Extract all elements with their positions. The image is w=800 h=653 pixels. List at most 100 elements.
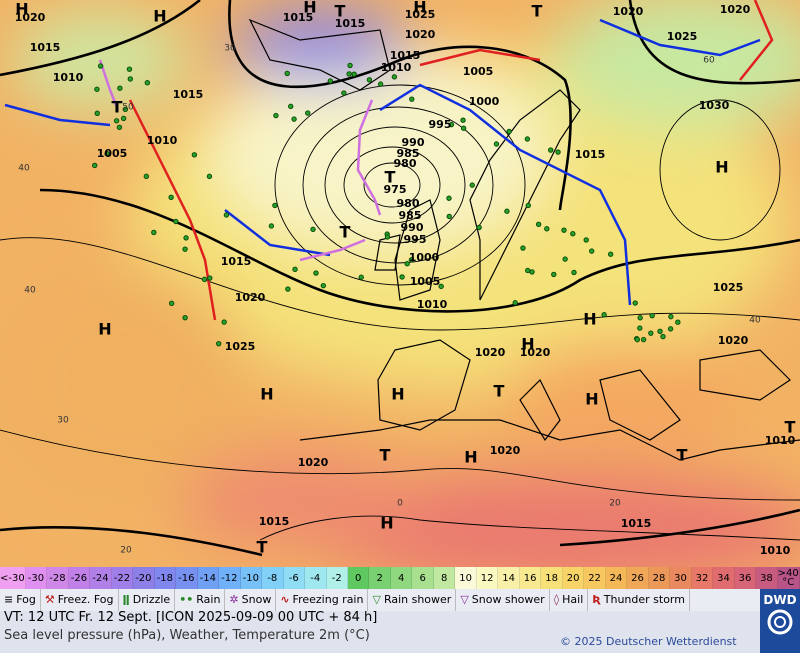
pressure-label: 1010	[381, 61, 412, 74]
pressure-center: H	[585, 390, 598, 409]
pressure-label: 1020	[235, 291, 266, 304]
scale-cell: 12	[476, 567, 499, 589]
pressure-label: 1020	[298, 456, 329, 469]
pressure-center: H	[380, 514, 393, 533]
pressure-center: H	[413, 0, 426, 17]
weather-label: Freezing rain	[292, 593, 364, 606]
scale-cell: -30	[25, 567, 48, 589]
logo-text: DWD	[763, 593, 797, 607]
scale-cell: 14	[498, 567, 520, 589]
scale-cell: 6	[412, 567, 434, 589]
pressure-label: 1015	[575, 148, 606, 161]
weather-legend-item: ∿ Freezing rain	[276, 589, 369, 611]
weather-label: Freez. Fog	[57, 593, 114, 606]
rain-symbol	[637, 315, 643, 321]
scale-cell: 34	[713, 567, 735, 589]
scale-cell: -12	[219, 567, 241, 589]
rain-symbol	[476, 224, 482, 231]
pressure-label: 1030	[699, 99, 730, 112]
rain-symbol	[547, 147, 554, 153]
rain-symbol	[446, 213, 452, 220]
rain-symbol	[341, 90, 347, 96]
rain-symbol	[182, 246, 188, 252]
rain-symbol	[347, 62, 353, 69]
weather-label: Snow	[241, 593, 272, 606]
pressure-center: H	[715, 158, 728, 177]
weather-legend-item: ✲ Snow	[225, 589, 277, 611]
scale-cell: -2	[326, 567, 348, 589]
pressure-center: T	[380, 446, 391, 465]
weather-legend-item: ǁ Drizzle	[119, 589, 176, 611]
rain-symbol	[675, 319, 681, 325]
rain-symbol	[268, 223, 275, 229]
rain-symbol	[391, 74, 398, 80]
copyright: © 2025 Deutscher Wetterdienst	[560, 635, 737, 648]
pressure-label: 1020	[720, 3, 751, 16]
weather-icon: ▽	[460, 593, 469, 606]
graticule-label: 20	[120, 546, 132, 556]
graticule-label: 20	[609, 499, 621, 509]
weather-legend-item: •• Rain	[175, 589, 226, 611]
rain-symbol	[469, 182, 475, 188]
pressure-label: 995	[404, 233, 427, 246]
scale-cell: 0	[347, 567, 370, 589]
pressure-label: 1010	[417, 298, 448, 311]
scale-cell: 28	[648, 567, 671, 589]
rain-symbol	[404, 261, 410, 267]
rain-symbol	[544, 226, 550, 232]
pressure-center: T	[785, 418, 796, 437]
pressure-label: 1005	[410, 275, 441, 288]
rain-symbol	[512, 300, 518, 306]
pressure-center: T	[112, 98, 123, 117]
pressure-label: 985	[399, 209, 422, 222]
rain-symbol	[272, 202, 278, 209]
rain-symbol	[657, 328, 663, 334]
scale-cell: 16	[519, 567, 542, 589]
weather-icon: ⚒	[44, 593, 55, 606]
weather-symbols	[92, 62, 681, 347]
rain-symbol	[223, 212, 230, 218]
rain-symbol	[191, 152, 198, 158]
rain-symbol	[668, 313, 674, 320]
scale-cell: >40 °C	[777, 567, 800, 589]
rain-symbol	[221, 319, 227, 325]
weather-legend-item: ▽ Rain shower	[368, 589, 457, 611]
rain-symbol	[399, 274, 405, 280]
graticule-label: 50	[122, 103, 134, 113]
scale-cell: 18	[541, 567, 563, 589]
rain-symbol	[529, 269, 535, 275]
rain-symbol	[525, 202, 531, 209]
weather-label: Fog	[16, 593, 36, 606]
graticule-label: 40	[749, 316, 761, 326]
pressure-label: 1005	[463, 65, 494, 78]
rain-symbol	[182, 314, 188, 321]
weather-label: Thunder storm	[603, 593, 685, 606]
weather-legend: ≡ Fog ⚒ Freez. Fog ǁ Drizzle •• Rain ✲ Snow ∿ Freez…	[0, 589, 760, 611]
rain-symbol	[377, 81, 384, 87]
scale-cell: 26	[627, 567, 649, 589]
rain-symbol	[346, 71, 352, 77]
scale-cell: -22	[111, 567, 134, 589]
rain-symbol	[292, 266, 298, 273]
scale-cell: 36	[734, 567, 757, 589]
pressure-label: 975	[384, 183, 407, 196]
pressure-center: H	[153, 7, 166, 26]
rain-symbol	[524, 136, 531, 142]
pressure-label: 1010	[53, 71, 84, 84]
rain-symbol	[408, 257, 415, 263]
scale-cell: -16	[176, 567, 198, 589]
rain-symbol	[127, 76, 134, 82]
graticule-label: 30	[224, 44, 236, 54]
weather-icon: ≡	[4, 593, 14, 606]
logo-mark	[767, 609, 793, 635]
pressure-label: 1020	[520, 346, 551, 359]
rain-symbol	[660, 333, 666, 340]
pressure-center: H	[303, 0, 316, 17]
rain-symbol	[327, 78, 334, 84]
rain-symbol	[460, 125, 467, 131]
rain-symbol	[571, 269, 577, 276]
rain-symbol	[506, 128, 512, 135]
rain-symbol	[168, 194, 174, 201]
